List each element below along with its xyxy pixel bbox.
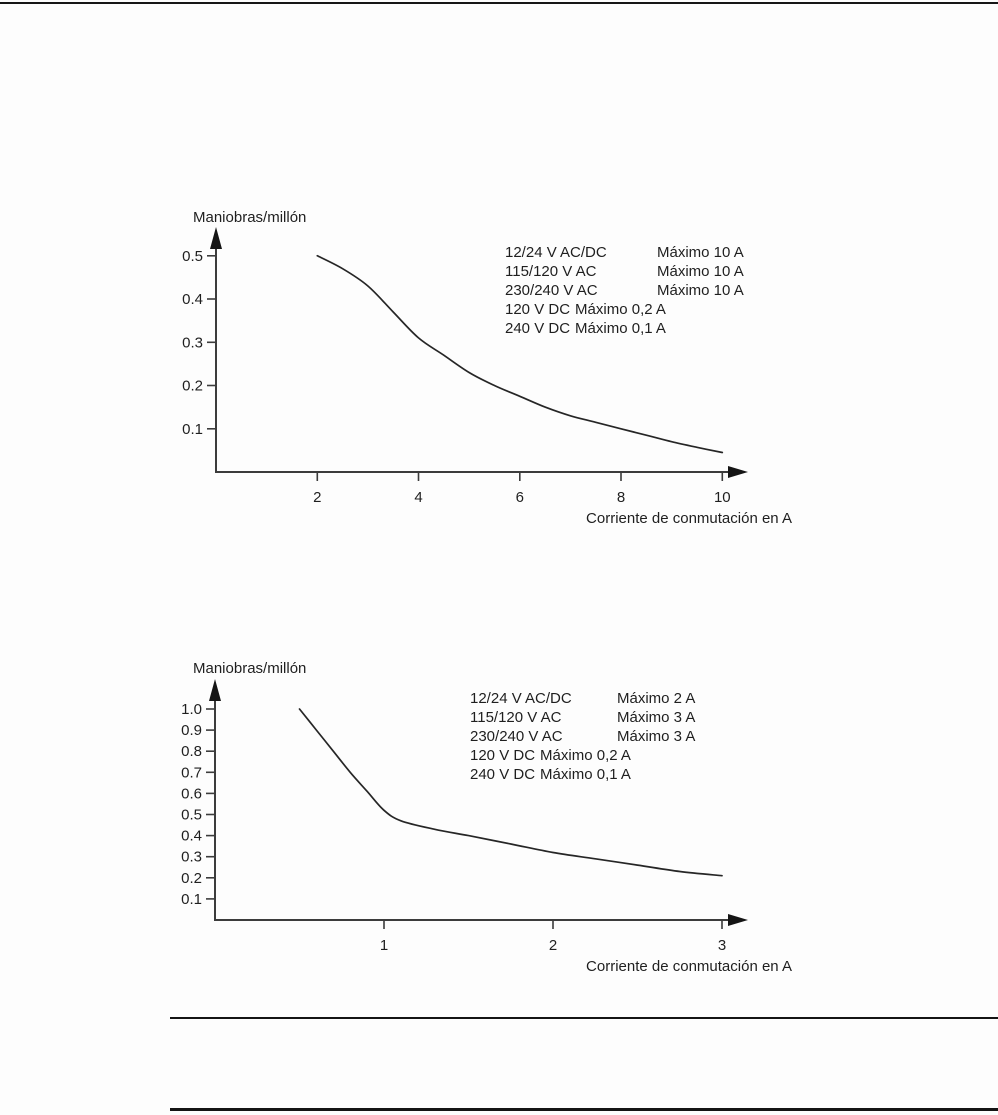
legend-max: Máximo 0,2 A: [540, 747, 631, 764]
y-axis-arrow-icon: [210, 227, 222, 249]
legend-row: 240 V DC Máximo 0,1 A: [505, 320, 666, 337]
legend-row: 230/240 V AC Máximo 10 A: [505, 282, 744, 299]
y-tick-label: 0.4: [181, 828, 202, 845]
legend-voltage: 115/120 V AC: [505, 263, 597, 280]
y-tick-label: 0.1: [181, 891, 202, 908]
y-axis-title: Maniobras/millón: [193, 209, 306, 226]
y-tick-label: 0.7: [181, 764, 202, 781]
chart-switching-life-10a: Maniobras/millón 2 4 6 8 10 0.1 0.2 0.3 0.4 0.5 1…: [170, 195, 860, 540]
legend-row: 115/120 V AC Máximo 3 A: [470, 709, 695, 726]
y-tick-label: 0.6: [181, 785, 202, 802]
legend-row: 120 V DC Máximo 0,2 A: [470, 747, 631, 764]
y-tick-label: 0.3: [181, 849, 202, 866]
legend-voltage: 240 V DC: [470, 766, 535, 783]
legend-max: Máximo 3 A: [617, 709, 695, 726]
y-tick-label: 0.9: [181, 722, 202, 739]
legend-max: Máximo 2 A: [617, 690, 695, 707]
chart-svg-10a: Maniobras/millón 2 4 6 8 10 0.1 0.2 0.3 0.4 0.5 1…: [182, 209, 792, 527]
x-tick-label: 8: [617, 489, 625, 506]
legend-max: Máximo 3 A: [617, 728, 695, 745]
x-axis-title: Corriente de conmutación en A: [586, 958, 792, 975]
x-tick-label: 6: [516, 489, 524, 506]
y-tick-label: 0.4: [182, 291, 203, 308]
legend-max: Máximo 0,2 A: [575, 301, 666, 318]
legend-max: Máximo 10 A: [657, 263, 744, 280]
legend-max: Máximo 10 A: [657, 282, 744, 299]
x-tick-label: 4: [414, 489, 422, 506]
y-axis-title: Maniobras/millón: [193, 660, 306, 677]
y-tick-label: 0.2: [181, 870, 202, 887]
footer-rule-bottom: [170, 1108, 998, 1111]
axis-ticks: 2 4 6 8 10 0.1 0.2 0.3 0.4 0.5: [182, 248, 731, 506]
y-tick-label: 0.5: [181, 807, 202, 824]
legend-row: 240 V DC Máximo 0,1 A: [470, 766, 631, 783]
x-tick-label: 2: [549, 937, 557, 954]
legend-row: 12/24 V AC/DC Máximo 10 A: [505, 244, 744, 261]
chart-legend: 12/24 V AC/DC Máximo 2 A 115/120 V AC Máxi…: [470, 690, 695, 783]
y-tick-label: 1.0: [181, 701, 202, 718]
legend-row: 12/24 V AC/DC Máximo 2 A: [470, 690, 695, 707]
legend-voltage: 120 V DC: [505, 301, 570, 318]
legend-voltage: 120 V DC: [470, 747, 535, 764]
x-axis-arrow-icon: [728, 466, 748, 478]
chart-switching-life-3a: Maniobras/millón 1 2 3 0.1 0.2 0.3 0.4 0.5 0.6 0.…: [170, 645, 860, 990]
y-tick-label: 0.1: [182, 421, 203, 438]
life-curve: [316, 254, 724, 454]
legend-row: 120 V DC Máximo 0,2 A: [505, 301, 666, 318]
y-tick-label: 0.3: [182, 334, 203, 351]
chart-legend: 12/24 V AC/DC Máximo 10 A 115/120 V AC Máx…: [505, 244, 744, 337]
x-tick-label: 2: [313, 489, 321, 506]
legend-max: Máximo 10 A: [657, 244, 744, 261]
legend-voltage: 115/120 V AC: [470, 709, 562, 726]
legend-row: 115/120 V AC Máximo 10 A: [505, 263, 744, 280]
chart-svg-3a: Maniobras/millón 1 2 3 0.1 0.2 0.3 0.4 0.5 0.6 0.…: [181, 660, 792, 975]
legend-voltage: 240 V DC: [505, 320, 570, 337]
x-tick-label: 1: [380, 937, 388, 954]
y-tick-label: 0.5: [182, 248, 203, 265]
legend-voltage: 230/240 V AC: [470, 728, 563, 745]
legend-row: 230/240 V AC Máximo 3 A: [470, 728, 695, 745]
footer-rule-top: [170, 1017, 998, 1019]
legend-max: Máximo 0,1 A: [575, 320, 666, 337]
y-tick-label: 0.2: [182, 378, 203, 395]
page-top-border: [0, 2, 998, 4]
x-axis-title: Corriente de conmutación en A: [586, 510, 792, 527]
legend-voltage: 12/24 V AC/DC: [470, 690, 572, 707]
legend-max: Máximo 0,1 A: [540, 766, 631, 783]
axis-ticks: 1 2 3 0.1 0.2 0.3 0.4 0.5 0.6 0.7 0.8 0.9 1.0: [181, 701, 726, 954]
legend-voltage: 12/24 V AC/DC: [505, 244, 607, 261]
legend-voltage: 230/240 V AC: [505, 282, 598, 299]
x-tick-label: 3: [718, 937, 726, 954]
y-tick-label: 0.8: [181, 743, 202, 760]
x-axis-arrow-icon: [728, 914, 748, 926]
y-axis-arrow-icon: [209, 679, 221, 701]
x-tick-label: 10: [714, 489, 731, 506]
life-curve: [298, 708, 723, 877]
